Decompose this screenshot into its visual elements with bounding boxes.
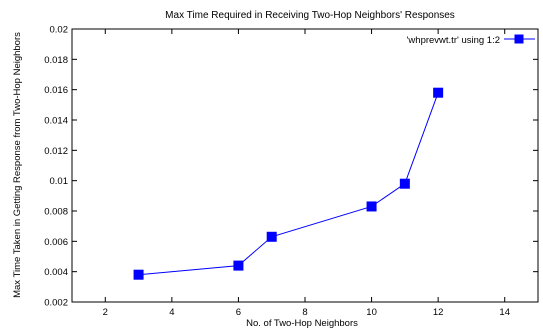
x-tick-label: 4 (169, 307, 174, 318)
series-layer (133, 87, 444, 280)
y-tick-label: 0.014 (44, 116, 68, 127)
y-tick-label: 0.002 (44, 298, 68, 309)
x-axis: 2 4 6 8 10 12 14 (103, 29, 510, 318)
y-tick-label: 0.012 (44, 146, 68, 157)
x-axis-label: No. of Two-Hop Neighbors (246, 318, 358, 328)
y-tick-label: 0.016 (44, 85, 68, 96)
plot-frame (71, 28, 539, 303)
legend: 'whprevwt.tr' using 1:2 (407, 34, 535, 46)
data-point (399, 178, 410, 189)
x-tick-label: 10 (366, 307, 377, 318)
x-tick-label: 14 (499, 307, 510, 318)
y-tick-label: 0.02 (50, 25, 69, 36)
x-tick-label: 2 (103, 307, 108, 318)
legend-marker (514, 34, 524, 44)
x-tick-label: 12 (433, 307, 444, 318)
y-tick-label: 0.018 (44, 55, 68, 66)
y-axis-label: Max Time Taken in Getting Response from … (12, 32, 23, 298)
data-point (266, 231, 277, 242)
y-axis: 0.002 0.004 0.006 0.008 0.01 0.012 0.014 0.016 0… (44, 25, 538, 309)
x-tick-label: 6 (236, 307, 241, 318)
x-tick-label: 8 (302, 307, 307, 318)
data-point (433, 87, 444, 98)
data-point (366, 201, 377, 212)
y-tick-label: 0.006 (44, 237, 68, 248)
y-tick-label: 0.01 (50, 176, 69, 187)
y-tick-label: 0.004 (44, 267, 68, 278)
chart-title: Max Time Required in Receiving Two-Hop N… (165, 10, 455, 21)
y-tick-label: 0.008 (44, 207, 68, 218)
data-point (133, 269, 144, 280)
legend-label: 'whprevwt.tr' using 1:2 (407, 35, 500, 46)
data-point (233, 260, 244, 271)
series-line (138, 92, 439, 276)
